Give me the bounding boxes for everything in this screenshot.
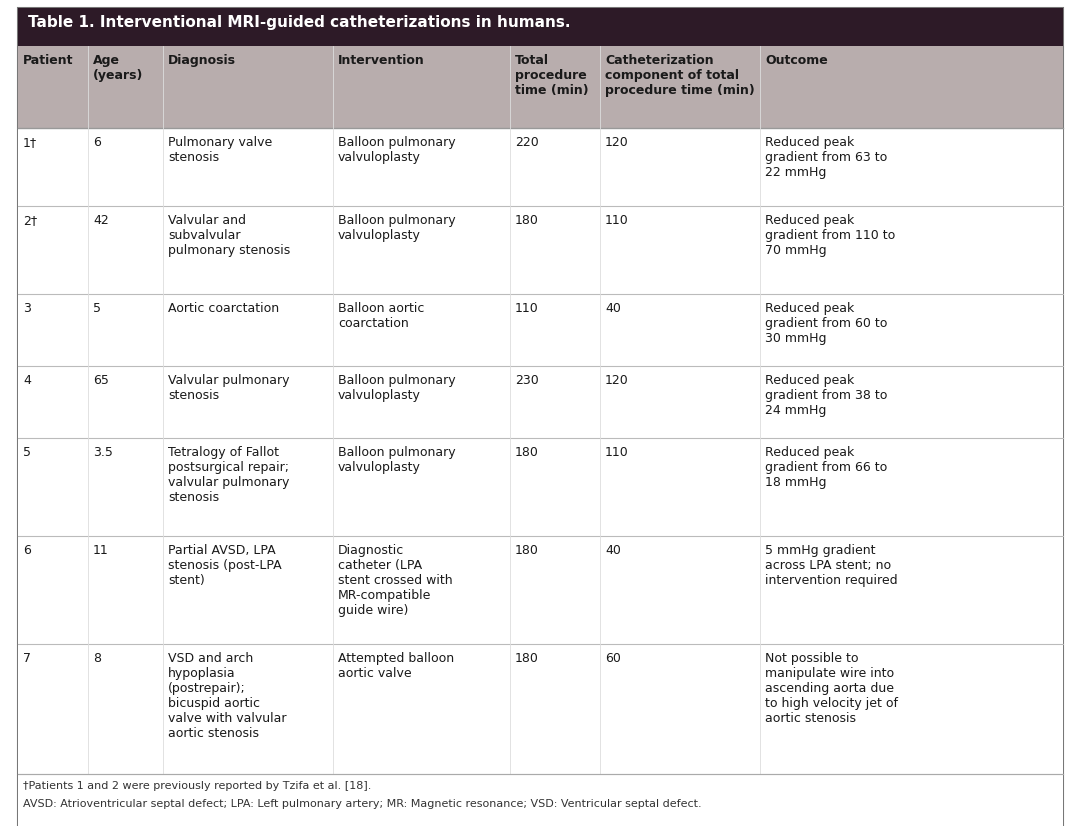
Text: 42: 42 [93, 214, 109, 227]
Text: 180: 180 [515, 652, 538, 665]
Text: VSD and arch
hypoplasia
(postrepair);
bicuspid aortic
valve with valvular
aortic: VSD and arch hypoplasia (postrepair); bi… [168, 652, 286, 740]
Text: 5: 5 [93, 302, 101, 315]
Text: 230: 230 [515, 374, 538, 387]
Text: Balloon aortic
coarctation: Balloon aortic coarctation [338, 302, 425, 330]
Text: 4: 4 [23, 374, 31, 387]
Text: 40: 40 [605, 544, 620, 557]
Text: AVSD: Atrioventricular septal defect; LPA: Left pulmonary artery; MR: Magnetic r: AVSD: Atrioventricular septal defect; LP… [23, 799, 702, 809]
Text: Patient: Patient [23, 54, 74, 67]
Text: 120: 120 [605, 136, 629, 149]
Bar [18, 438, 1063, 536]
Bar [18, 46, 1063, 128]
Text: Table 1. Interventional MRI-guided catheterizations in humans.: Table 1. Interventional MRI-guided cathe… [28, 15, 571, 30]
Text: 60: 60 [605, 652, 620, 665]
Text: Not possible to
manipulate wire into
ascending aorta due
to high velocity jet of: Not possible to manipulate wire into asc… [765, 652, 898, 725]
Text: Valvular and
subvalvular
pulmonary stenosis: Valvular and subvalvular pulmonary steno… [168, 214, 291, 257]
Text: 180: 180 [515, 214, 538, 227]
Text: †Patients 1 and 2 were previously reported by Tzifa et al. [18].: †Patients 1 and 2 were previously report… [23, 781, 372, 791]
Bar [18, 644, 1063, 774]
Text: Diagnosis: Diagnosis [168, 54, 236, 67]
Text: 8: 8 [93, 652, 101, 665]
Bar [18, 366, 1063, 438]
Text: Partial AVSD, LPA
stenosis (post-LPA
stent): Partial AVSD, LPA stenosis (post-LPA ste… [168, 544, 282, 587]
Text: Age
(years): Age (years) [93, 54, 144, 82]
Text: Total
procedure
time (min): Total procedure time (min) [515, 54, 589, 97]
Bar [18, 206, 1063, 294]
Text: 110: 110 [605, 214, 629, 227]
Text: 5 mmHg gradient
across LPA stent; no
intervention required: 5 mmHg gradient across LPA stent; no int… [765, 544, 897, 587]
Text: Catheterization
component of total
procedure time (min): Catheterization component of total proce… [605, 54, 755, 97]
Text: 6: 6 [93, 136, 101, 149]
Text: Outcome: Outcome [765, 54, 828, 67]
Text: 110: 110 [605, 446, 629, 459]
Bar [18, 774, 1063, 826]
Bar [18, 536, 1063, 644]
Text: Balloon pulmonary
valvuloplasty: Balloon pulmonary valvuloplasty [338, 214, 455, 242]
Text: 1†: 1† [23, 136, 37, 149]
Text: Reduced peak
gradient from 66 to
18 mmHg: Reduced peak gradient from 66 to 18 mmHg [765, 446, 888, 489]
Text: 120: 120 [605, 374, 629, 387]
Text: Balloon pulmonary
valvuloplasty: Balloon pulmonary valvuloplasty [338, 374, 455, 402]
Text: 65: 65 [93, 374, 109, 387]
Text: 7: 7 [23, 652, 31, 665]
Text: Balloon pulmonary
valvuloplasty: Balloon pulmonary valvuloplasty [338, 446, 455, 474]
Text: 5: 5 [23, 446, 31, 459]
Text: 220: 220 [515, 136, 538, 149]
Text: Reduced peak
gradient from 110 to
70 mmHg: Reduced peak gradient from 110 to 70 mmH… [765, 214, 895, 257]
Text: Valvular pulmonary
stenosis: Valvular pulmonary stenosis [168, 374, 290, 402]
Text: Tetralogy of Fallot
postsurgical repair;
valvular pulmonary
stenosis: Tetralogy of Fallot postsurgical repair;… [168, 446, 290, 504]
Text: Intervention: Intervention [338, 54, 425, 67]
Bar [18, 128, 1063, 206]
Text: 11: 11 [93, 544, 109, 557]
Text: 180: 180 [515, 446, 538, 459]
Text: Reduced peak
gradient from 63 to
22 mmHg: Reduced peak gradient from 63 to 22 mmHg [765, 136, 888, 179]
Text: Aortic coarctation: Aortic coarctation [168, 302, 279, 315]
Text: Reduced peak
gradient from 38 to
24 mmHg: Reduced peak gradient from 38 to 24 mmHg [765, 374, 888, 417]
Text: 110: 110 [515, 302, 538, 315]
Text: 2†: 2† [23, 214, 37, 227]
Bar [18, 8, 1063, 46]
Text: 40: 40 [605, 302, 620, 315]
Text: Balloon pulmonary
valvuloplasty: Balloon pulmonary valvuloplasty [338, 136, 455, 164]
Bar [18, 294, 1063, 366]
Text: 180: 180 [515, 544, 538, 557]
Text: Pulmonary valve
stenosis: Pulmonary valve stenosis [168, 136, 272, 164]
Text: Attempted balloon
aortic valve: Attempted balloon aortic valve [338, 652, 454, 680]
Text: 3.5: 3.5 [93, 446, 112, 459]
Text: Diagnostic
catheter (LPA
stent crossed with
MR-compatible
guide wire): Diagnostic catheter (LPA stent crossed w… [338, 544, 453, 617]
Text: 6: 6 [23, 544, 31, 557]
Text: 3: 3 [23, 302, 31, 315]
Text: Reduced peak
gradient from 60 to
30 mmHg: Reduced peak gradient from 60 to 30 mmHg [765, 302, 888, 345]
